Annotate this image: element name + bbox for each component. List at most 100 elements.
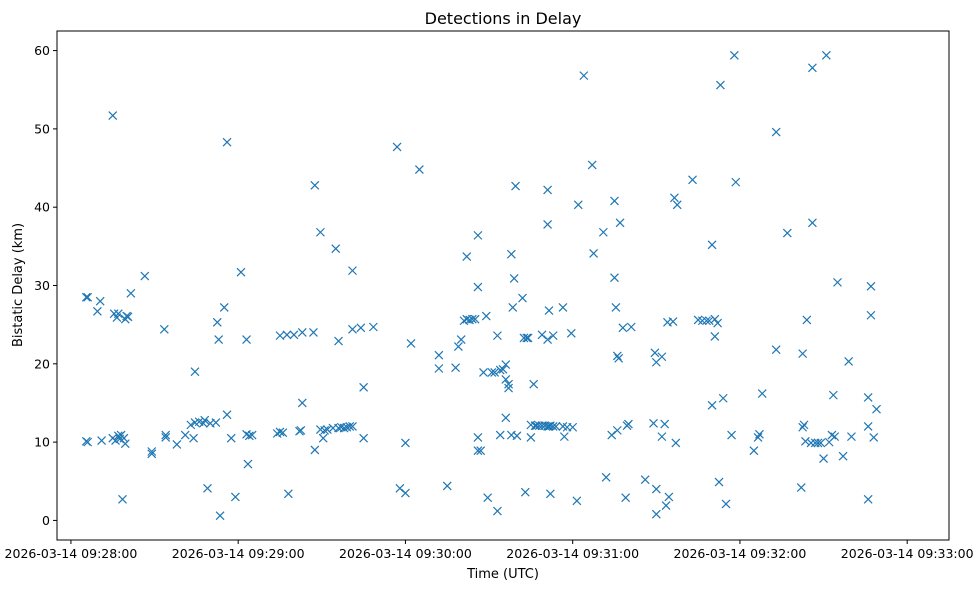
data-point xyxy=(339,423,349,433)
data-point xyxy=(283,489,293,499)
data-point xyxy=(816,438,826,448)
data-point xyxy=(614,353,624,363)
data-point xyxy=(81,292,91,302)
data-point xyxy=(579,71,589,81)
data-point xyxy=(434,350,444,360)
data-point xyxy=(601,472,611,482)
data-point xyxy=(95,296,105,306)
data-point xyxy=(714,477,724,487)
data-point xyxy=(211,418,221,427)
data-points xyxy=(81,50,881,521)
data-point xyxy=(704,316,714,326)
data-point xyxy=(537,330,547,340)
data-point xyxy=(702,316,711,326)
data-point xyxy=(504,379,513,389)
data-point xyxy=(442,481,452,491)
y-tick-label: 50 xyxy=(34,121,50,136)
data-point xyxy=(548,422,558,431)
data-point xyxy=(212,317,222,327)
data-point xyxy=(161,430,171,440)
data-point xyxy=(119,433,129,443)
data-point xyxy=(109,309,119,319)
data-point xyxy=(612,425,622,435)
data-point xyxy=(668,317,678,326)
data-point xyxy=(771,127,781,137)
data-point xyxy=(310,445,320,455)
data-point xyxy=(297,398,307,408)
data-point xyxy=(320,425,330,435)
data-point xyxy=(406,339,416,348)
data-point xyxy=(707,400,717,410)
data-point xyxy=(147,447,157,456)
data-point xyxy=(126,288,136,298)
data-point xyxy=(755,429,764,439)
data-point xyxy=(866,310,876,320)
data-point xyxy=(551,422,561,431)
data-point xyxy=(559,432,569,442)
data-point xyxy=(612,351,622,361)
data-point xyxy=(456,335,466,344)
data-point xyxy=(296,425,306,435)
y-axis-title: Bistatic Delay (km) xyxy=(11,223,26,347)
data-point xyxy=(498,364,508,374)
data-point xyxy=(511,181,520,191)
data-point xyxy=(348,266,357,276)
data-point xyxy=(504,383,513,393)
y-tick-label: 20 xyxy=(34,356,50,371)
data-point xyxy=(493,506,502,516)
data-point xyxy=(244,431,254,441)
data-point xyxy=(83,437,93,447)
data-point xyxy=(219,303,229,312)
data-point xyxy=(297,328,307,337)
data-point xyxy=(190,367,200,377)
data-point xyxy=(331,244,341,254)
data-point xyxy=(718,393,728,403)
data-point xyxy=(543,219,553,229)
data-point xyxy=(368,322,378,332)
data-point xyxy=(611,303,621,312)
data-point xyxy=(275,427,285,437)
data-point xyxy=(624,419,633,429)
data-point xyxy=(215,511,225,521)
data-point xyxy=(626,322,636,332)
data-point xyxy=(512,431,522,441)
data-point xyxy=(828,390,838,400)
data-point xyxy=(487,367,497,377)
data-point xyxy=(161,432,171,442)
data-point xyxy=(473,432,483,442)
data-point xyxy=(518,293,527,303)
data-point xyxy=(651,509,661,519)
data-point xyxy=(275,331,285,341)
data-point xyxy=(509,274,519,283)
plot-frame xyxy=(56,30,950,541)
data-point xyxy=(866,281,876,291)
data-point xyxy=(501,360,511,370)
chart-title: Detections in Delay xyxy=(425,9,582,28)
data-point xyxy=(92,306,102,316)
data-point xyxy=(526,432,536,442)
data-point xyxy=(318,433,328,443)
data-point xyxy=(490,367,500,377)
data-point xyxy=(289,330,299,340)
data-point xyxy=(573,200,583,210)
data-point xyxy=(672,200,682,210)
data-point xyxy=(159,324,169,334)
x-tick-label: 2026-03-14 09:30:00 xyxy=(339,546,472,561)
data-point xyxy=(462,252,472,261)
data-point xyxy=(359,433,369,443)
data-point xyxy=(544,306,554,315)
data-point xyxy=(401,488,410,498)
data-point xyxy=(453,342,463,352)
y-axis: 0 10 20 30 40 50 60 xyxy=(34,43,57,528)
data-point xyxy=(470,314,480,324)
y-tick-label: 60 xyxy=(34,43,50,58)
data-point xyxy=(798,422,808,432)
data-point xyxy=(707,240,717,250)
data-point xyxy=(802,315,812,325)
data-point xyxy=(697,316,707,326)
data-point xyxy=(640,475,650,485)
x-tick-label: 2026-03-14 09:28:00 xyxy=(5,546,138,561)
data-point xyxy=(414,165,424,175)
data-point xyxy=(118,494,127,504)
data-point xyxy=(548,331,558,341)
